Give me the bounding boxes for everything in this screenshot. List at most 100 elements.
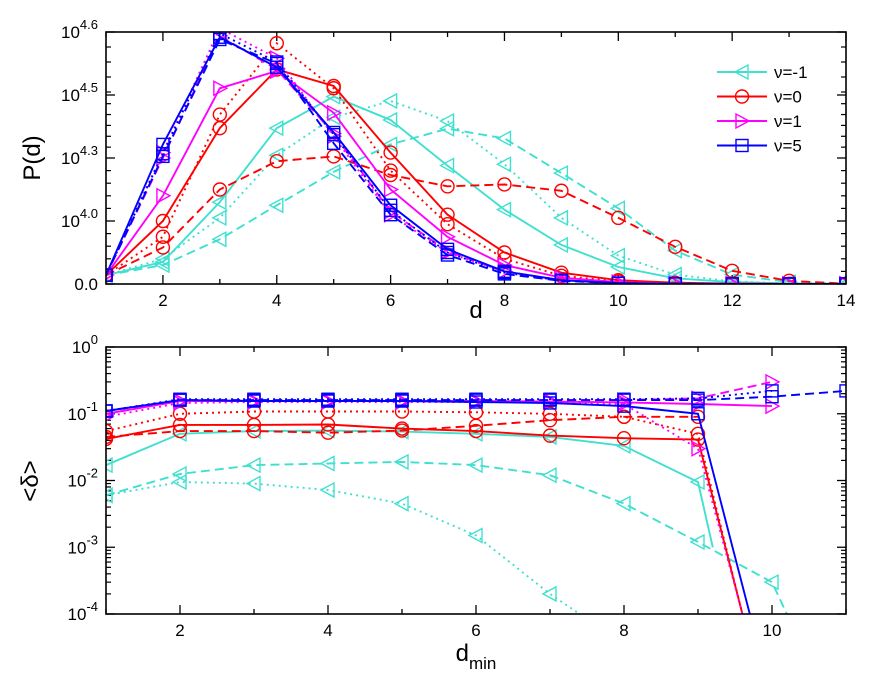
marker-s0-p5: [382, 111, 398, 129]
marker-s11-p6: [440, 248, 455, 262]
marker-s5-p1: [172, 423, 188, 439]
marker-s5-p3: [269, 153, 284, 169]
series-line: [106, 415, 698, 438]
marker-s1-p3: [268, 147, 284, 164]
marker-s4-p0: [106, 423, 114, 439]
x-tick-label: 4: [323, 621, 332, 640]
marker-s4-p1: [155, 229, 171, 244]
series-line: [106, 36, 846, 284]
marker-s3-p5: [468, 423, 484, 439]
y-tick-label: 104.0: [61, 206, 98, 231]
x-tick-label: 4: [272, 291, 281, 310]
marker-s2-p9: [763, 573, 779, 591]
marker-s5-p7: [616, 409, 632, 425]
marker-s1-p8: [552, 209, 569, 227]
marker-s5-p2: [246, 423, 262, 439]
marker-s11-p0: [106, 268, 113, 282]
legend-label: ν=1: [774, 112, 802, 131]
marker-s1-p6: [439, 112, 455, 130]
marker-s11-p8: [691, 393, 705, 407]
marker-s11-p2: [247, 393, 261, 407]
marker-s11-p7: [617, 393, 631, 407]
legend: ν=-1 ν=0 ν=1 ν=5: [717, 63, 808, 156]
marker-s2-p8: [552, 164, 569, 182]
marker-s1-p4: [393, 495, 409, 512]
x-tick-label: 10: [609, 291, 628, 310]
marker-s6-p2: [213, 80, 229, 97]
y-tick-label: 100: [72, 332, 98, 357]
series-line: [106, 32, 846, 284]
marker-s1-p3: [319, 481, 335, 499]
marker-s0-p7: [615, 437, 631, 455]
x-tick-label: 6: [471, 621, 480, 640]
legend-label: ν=0: [774, 88, 802, 107]
y-tick-label: 104.6: [61, 17, 98, 42]
marker-s0-p0: [106, 456, 113, 474]
marker-s4-p5: [383, 163, 398, 178]
marker-s0-p2: [211, 193, 227, 211]
series-line: [106, 399, 751, 614]
x-tick-label: 6: [386, 291, 395, 310]
y-tick-label: 104.3: [61, 143, 98, 168]
top-panel: 2 4 6 8 10 12 14 0.0 104.0 104.3 104.5 104.6: [61, 17, 855, 310]
bottom-y-axis-label: <δ>: [17, 460, 44, 501]
marker-s2-p4: [393, 453, 409, 471]
marker-s5-p5: [468, 418, 484, 433]
top-x-axis-label: d: [469, 297, 482, 324]
marker-s2-p6: [439, 120, 455, 137]
marker-s4-p2: [212, 107, 228, 122]
marker-s0-p8: [689, 473, 705, 491]
marker-s5-p0: [106, 429, 114, 445]
series-2: [106, 453, 788, 614]
series-line: [106, 95, 846, 284]
marker-s2-p8: [689, 533, 705, 551]
series-line: [106, 481, 581, 614]
marker-s2-p5: [382, 136, 398, 153]
bottom-panel: 2 4 6 8 10 10-4 10-3 10-2 10-1 100: [68, 332, 847, 640]
marker-s4-p4: [326, 81, 341, 96]
series-line: [106, 389, 846, 412]
marker-s2-p2: [211, 231, 227, 248]
marker-s1-p6: [541, 585, 557, 603]
marker-s5-p2: [212, 182, 228, 197]
series-line: [106, 34, 846, 284]
series-6: [106, 62, 846, 284]
marker-s2-p1: [154, 256, 170, 274]
marker-s2-p5: [467, 456, 483, 474]
marker-s0-p9: [609, 258, 626, 276]
series-line: [106, 460, 788, 614]
marker-s0-p8: [552, 236, 569, 254]
x-tick-label: 2: [158, 291, 167, 310]
series-6: [106, 392, 781, 419]
marker-s5-p4: [394, 423, 410, 438]
marker-s1-p5: [467, 527, 483, 544]
y-tick-label: 10-3: [68, 532, 98, 557]
marker-s4-p6: [542, 406, 558, 421]
marker-s11-p7: [497, 267, 512, 281]
series-5: [106, 149, 846, 284]
marker-s2-p3: [319, 455, 335, 472]
bottom-panel-series: [106, 373, 846, 614]
series-line: [106, 127, 846, 284]
marker-s6-p4: [326, 104, 343, 122]
y-tick-label: 0.0: [74, 275, 98, 294]
marker-s11-p1: [156, 149, 170, 164]
marker-s11-p2: [213, 32, 227, 47]
series-line: [106, 32, 846, 284]
x-tick-label: 10: [763, 621, 782, 640]
marker-s4-p3: [269, 36, 284, 51]
series-7: [106, 393, 744, 614]
marker-s2-p2: [245, 456, 261, 474]
marker-s9-p8: [691, 407, 705, 421]
marker-s1-p7: [495, 156, 512, 173]
marker-slegend-p1: [734, 89, 750, 104]
series-line: [106, 100, 846, 284]
series-line: [106, 410, 744, 614]
legend-label: ν=-1: [774, 63, 808, 82]
marker-s5-p8: [554, 183, 569, 198]
bottom-panel-frame: [105, 346, 847, 615]
series-line: [106, 69, 846, 284]
marker-s0-p3: [268, 119, 284, 137]
marker-s5-p5: [383, 167, 398, 183]
